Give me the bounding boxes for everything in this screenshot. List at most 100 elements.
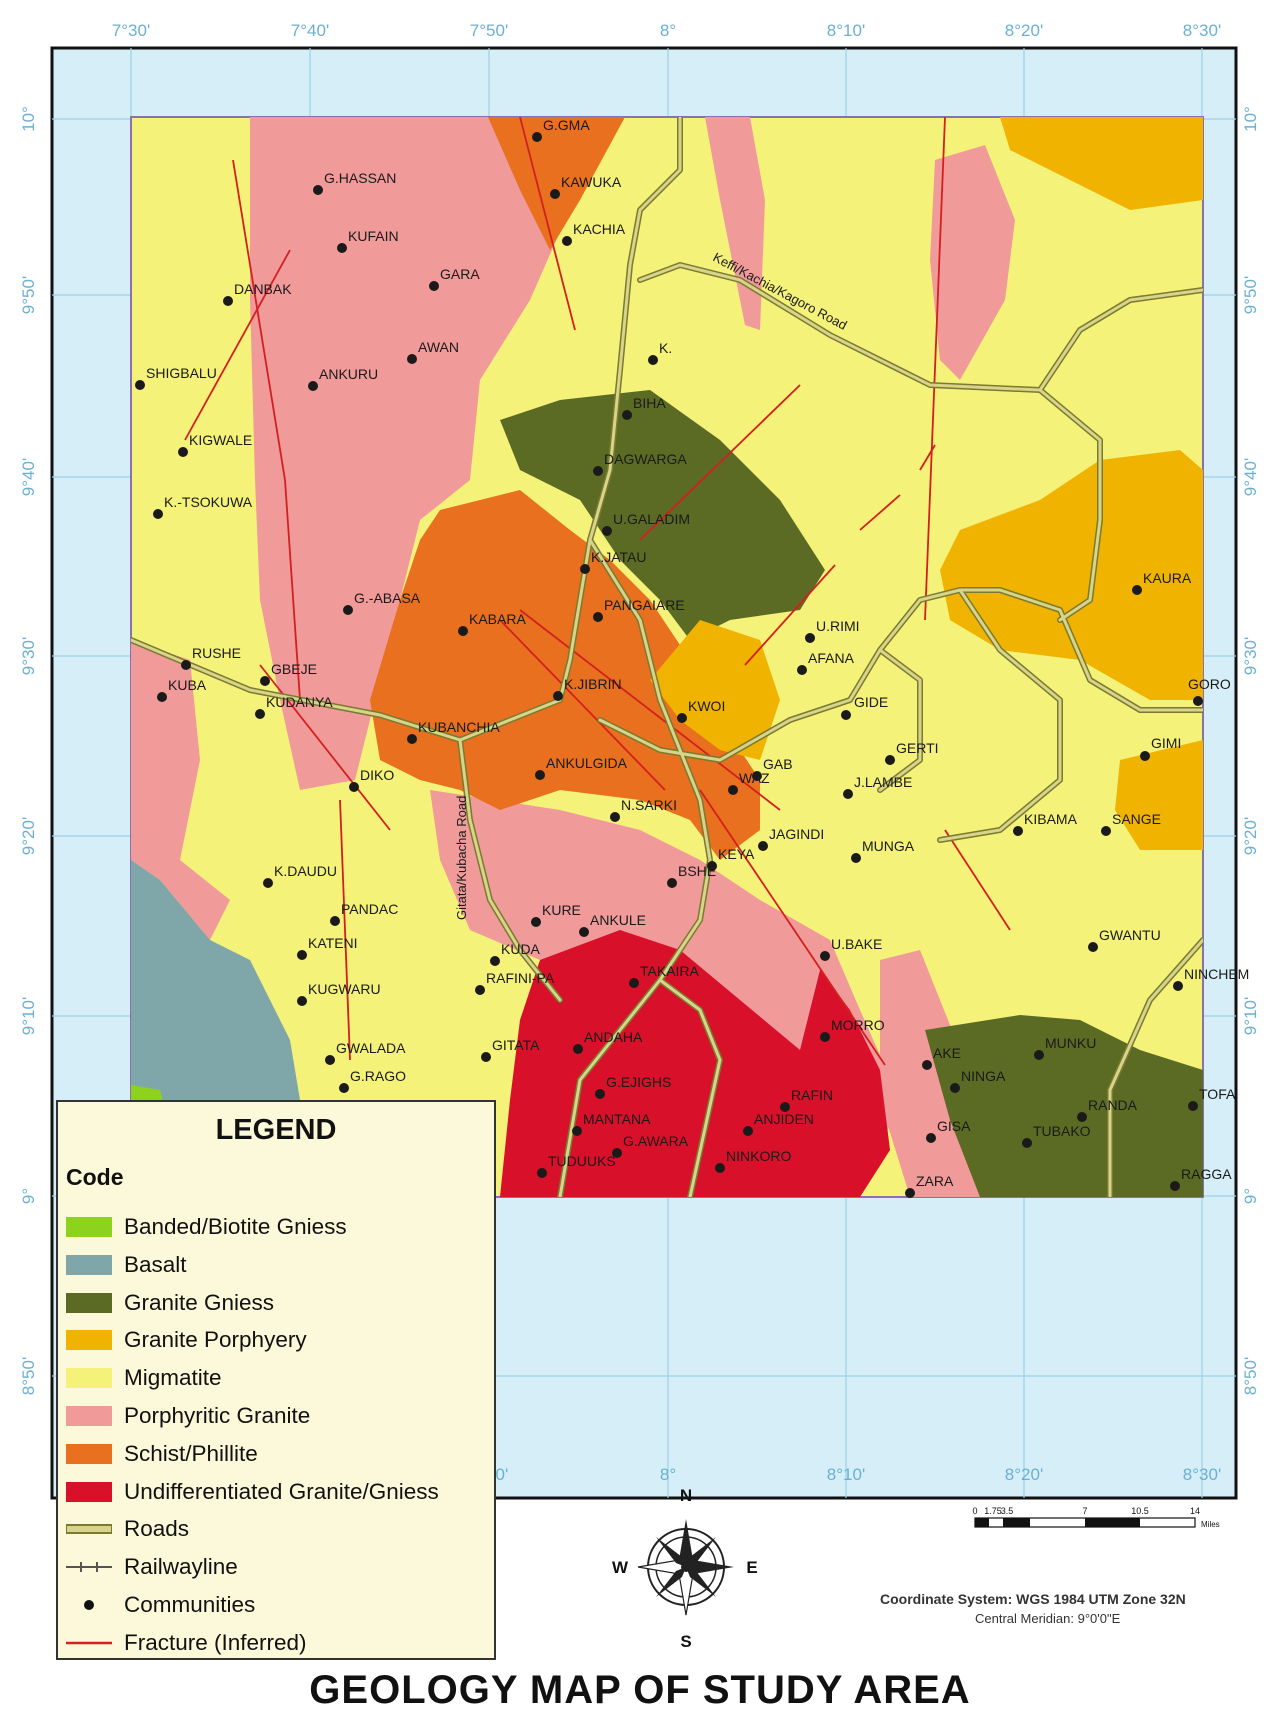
community-dot (1034, 1050, 1044, 1060)
community-dot (481, 1052, 491, 1062)
community-label: KATENI (308, 935, 358, 951)
community-label: RANDA (1088, 1097, 1138, 1113)
legend-item-label: Schist/Phillite (124, 1440, 258, 1466)
community-dot (308, 381, 318, 391)
community-dot (572, 1126, 582, 1136)
legend-symbol-icon (66, 1329, 112, 1351)
community-dot (475, 985, 485, 995)
community-label: GIMI (1151, 735, 1181, 751)
community-label: KEYA (718, 846, 755, 862)
community-label: GERTI (896, 740, 939, 756)
community-dot (905, 1188, 915, 1198)
latitude-ticks-left: 10° 9°50' 9°40' 9°30' 9°20' 9°10' 9° 8°50' (19, 106, 38, 1395)
porphyritic-granite-west (250, 117, 610, 790)
community-dot (407, 354, 417, 364)
community-dot (622, 410, 632, 420)
community-label: JAGINDI (769, 826, 824, 842)
community-dot (1140, 751, 1150, 761)
community-label: DAGWARGA (604, 451, 687, 467)
legend-symbol-icon (66, 1292, 112, 1314)
community-label: KUDANYA (266, 694, 333, 710)
community-dot (677, 713, 687, 723)
community-dot (157, 692, 167, 702)
community-label: GISA (937, 1118, 971, 1134)
community-label: KACHIA (573, 221, 626, 237)
community-dot (885, 755, 895, 765)
community-dot (610, 812, 620, 822)
community-dot (458, 626, 468, 636)
community-label: U.BAKE (831, 936, 882, 952)
lat-tick-right: 9°30' (1241, 637, 1260, 675)
community-label: GARA (440, 266, 480, 282)
scale-label: 7 (1082, 1506, 1087, 1516)
community-dot (573, 1044, 583, 1054)
community-dot (593, 612, 603, 622)
legend-item-label: Migmatite (124, 1365, 222, 1391)
community-dot (407, 734, 417, 744)
community-label: NINGA (961, 1068, 1006, 1084)
community-label: G.EJIGHS (606, 1074, 671, 1090)
central-meridian: Central Meridian: 9°0'0"E (975, 1611, 1121, 1626)
scale-label: 10.5 (1131, 1506, 1149, 1516)
community-label: KAURA (1143, 570, 1192, 586)
communities: G.GMA KAWUKA KACHIA G.HASSAN KUFAIN GARA DANBA… (135, 117, 1249, 1198)
community-label: PANGAIARE (604, 597, 685, 613)
lat-tick-left: 9°30' (19, 637, 38, 675)
legend-symbol-icon (66, 1481, 112, 1503)
community-dot (758, 841, 768, 851)
fractures (184, 117, 1011, 1066)
community-dot (780, 1102, 790, 1112)
latitude-ticks-right: 10° 9°50' 9°40' 9°30' 9°20' 9°10' 9° 8°50' (1241, 106, 1260, 1395)
lat-tick-right: 9° (1241, 1188, 1260, 1204)
legend-item-label: Undifferentiated Granite/Gniess (124, 1478, 439, 1504)
community-label: GORO (1188, 676, 1231, 692)
community-dot (841, 710, 851, 720)
community-label: GWALADA (336, 1040, 406, 1056)
legend-item: Granite Porphyery (66, 1323, 307, 1357)
community-dot (580, 564, 590, 574)
lat-tick-right: 9°10' (1241, 997, 1260, 1035)
community-dot (950, 1083, 960, 1093)
legend-symbol-icon (66, 1254, 112, 1276)
lon-tick-top: 8° (660, 21, 676, 40)
legend-title: LEGEND (215, 1114, 337, 1146)
community-label: AFANA (808, 650, 855, 666)
legend-item-label: Basalt (124, 1251, 187, 1277)
community-label: K. (659, 340, 672, 356)
scale-label: 3.5 (1001, 1506, 1014, 1516)
community-dot (1013, 826, 1023, 836)
community-dot (260, 676, 270, 686)
lat-tick-left: 9°40' (19, 458, 38, 496)
lon-tick-bottom: 8°30' (1183, 1465, 1221, 1484)
community-dot (612, 1148, 622, 1158)
granite-porphyry-east (940, 450, 1203, 700)
community-label: G.-ABASA (354, 590, 421, 606)
lon-tick-top: 8°20' (1005, 21, 1043, 40)
community-dot (743, 1126, 753, 1136)
community-label: WAZ (739, 770, 770, 786)
legend-item: Migmatite (66, 1361, 222, 1395)
lat-tick-left: 9° (19, 1188, 38, 1204)
community-dot (820, 951, 830, 961)
community-dot (349, 782, 359, 792)
community-label: ANDAHA (584, 1029, 643, 1045)
legend-symbol-icon (66, 1594, 112, 1616)
community-dot (728, 785, 738, 795)
scale-label: 1.75 (984, 1506, 1002, 1516)
lat-tick-left: 9°20' (19, 817, 38, 855)
longitude-ticks-top: 7°30' 7°40' 7°50' 8° 8°10' 8°20' 8°30' (112, 21, 1221, 40)
community-label: G.RAGO (350, 1068, 406, 1084)
community-dot (752, 771, 762, 781)
legend-item: Banded/Biotite Gniess (66, 1210, 347, 1244)
schist-north (488, 117, 625, 250)
legend-symbol-icon (66, 1216, 112, 1238)
community-label: ANKULE (590, 912, 646, 928)
community-label: TOFA (1199, 1086, 1236, 1102)
community-label: KURE (542, 902, 581, 918)
community-dot (429, 281, 439, 291)
community-label: DIKO (360, 767, 394, 783)
community-label: U.RIMI (816, 618, 860, 634)
community-label: MORRO (831, 1017, 885, 1033)
legend-item-label: Banded/Biotite Gniess (124, 1214, 347, 1239)
community-dot (297, 950, 307, 960)
